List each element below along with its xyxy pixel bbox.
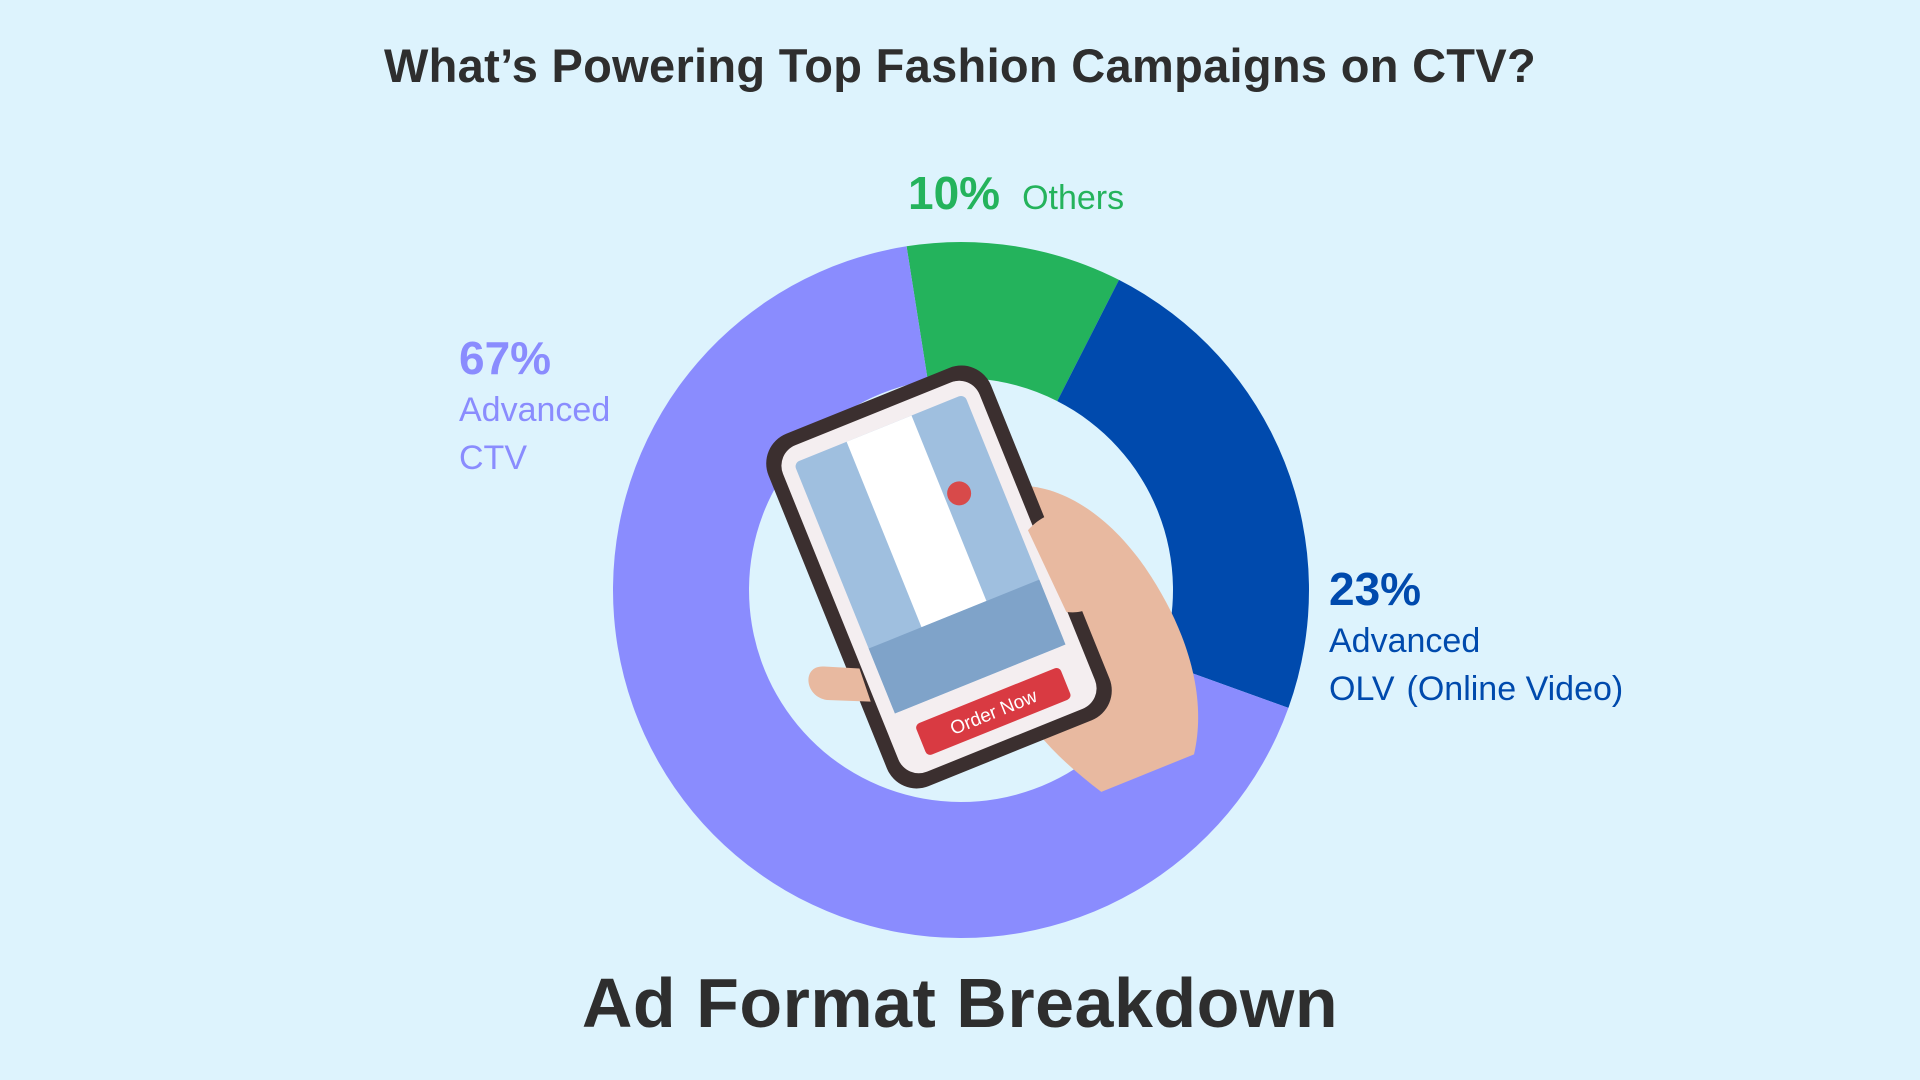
hand-thumb-shape [1027,511,1114,613]
chart-subtitle: Ad Format Breakdown [581,964,1339,1042]
label-advanced-olv-abbr: OLV [1329,669,1395,708]
label-advanced-ctv: 67% Advanced CTV [459,335,610,482]
hand-finger-shape [808,666,871,702]
label-others-pct: 10% [908,167,1001,219]
label-advanced-olv-line1: Advanced [1329,622,1481,660]
chart-title: What’s Powering Top Fashion Campaigns on… [384,39,1536,92]
label-advanced-olv-desc: (Online Video) [1406,669,1624,708]
order-now-button [916,667,1071,755]
label-advanced-olv-line2: OLV (Online Video) [1329,666,1623,714]
slice-advanced-olv-online-video [1057,279,1309,708]
slice-others [906,242,1119,402]
label-advanced-ctv-line2: CTV [459,438,527,477]
label-advanced-ctv-pct: 67% [459,332,552,384]
label-advanced-ctv-line1: Advanced [459,391,611,429]
label-others: 10% Others [908,170,1124,223]
label-advanced-olv-pct: 23% [1329,563,1422,615]
label-others-name: Others [1022,179,1125,217]
hand-holding-phone-icon: Order Now [766,365,1199,792]
label-advanced-olv: 23% Advanced OLV (Online Video) [1329,566,1623,713]
